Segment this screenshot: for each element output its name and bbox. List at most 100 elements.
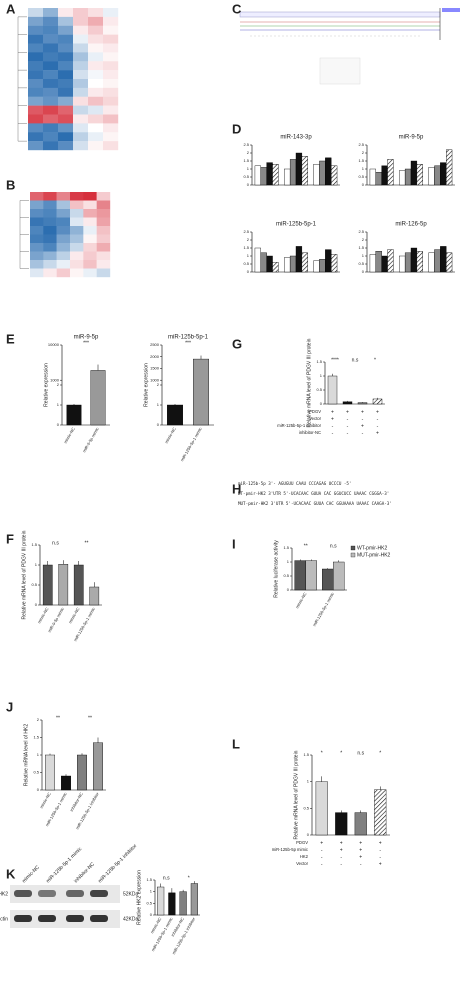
y-tick-label: 1.5 xyxy=(146,877,152,882)
bar xyxy=(333,561,345,591)
table-cell: + xyxy=(359,840,362,846)
y-tick-label: 1 xyxy=(362,166,365,171)
heatmap-cell xyxy=(73,8,89,18)
y-tick-label: 0.5 xyxy=(243,174,249,179)
bar xyxy=(92,742,103,791)
bar xyxy=(372,398,383,405)
bar xyxy=(45,754,56,791)
heatmap-cell xyxy=(88,70,104,80)
heatmap-cell xyxy=(83,251,97,261)
bar xyxy=(331,254,338,273)
bar xyxy=(305,560,317,591)
x-tick-label: miR-125b-5p-1 mimic xyxy=(179,427,202,463)
x-tick-label: mimic-NC xyxy=(164,426,177,444)
heatmap-cell xyxy=(43,268,57,278)
heatmap-cell xyxy=(56,260,71,269)
bar xyxy=(168,892,176,916)
heatmap-cell xyxy=(73,105,89,115)
sequence-line: miR-125b-5p 3'- AGUGUU CAAU CCCAGAG UCCC… xyxy=(238,481,351,486)
heatmap-cell xyxy=(30,192,44,201)
y-tick-label: 1.5 xyxy=(243,245,249,250)
table-cell: + xyxy=(331,409,334,415)
legend-swatch xyxy=(350,552,356,558)
heatmap-cell xyxy=(43,234,57,244)
heatmap-cell xyxy=(70,243,84,252)
heatmap-cell xyxy=(88,52,104,62)
heatmap-cell xyxy=(43,25,59,35)
y-tick-label: 1 xyxy=(247,253,250,258)
heatmap-cell xyxy=(43,61,59,71)
heatmap-cell xyxy=(88,132,104,142)
y-tick-label: 1000 xyxy=(50,377,60,382)
heatmap-cell xyxy=(58,25,74,35)
heatmap-cell xyxy=(28,8,44,18)
panel-letter: A xyxy=(6,1,16,16)
legend-label: WT-pmir-HK2 xyxy=(357,545,387,551)
y-tick-label: 2 xyxy=(362,150,365,155)
table-cell: + xyxy=(361,423,364,429)
table-cell: - xyxy=(347,416,349,422)
y-tick-label: 0.5 xyxy=(283,573,289,578)
y-axis-label: Relative luciferase activity xyxy=(273,540,279,598)
y-tick-label: 1.5 xyxy=(303,752,309,757)
table-cell: + xyxy=(340,840,343,846)
heatmap-cell xyxy=(73,70,89,80)
heatmap-cell xyxy=(43,105,59,115)
significance-label: n.s xyxy=(357,750,364,756)
y-tick-label: 1.5 xyxy=(243,158,249,163)
bar xyxy=(301,252,308,273)
y-tick-label: 1.5 xyxy=(358,245,364,250)
heatmap-cell xyxy=(73,25,89,35)
heatmap-cell xyxy=(43,260,57,269)
heatmap-cell xyxy=(73,96,89,106)
panel-letter: H xyxy=(232,481,241,496)
x-tick-label: inhibitor-NC xyxy=(69,791,84,812)
x-tick-label: miR-9-5p mimic xyxy=(47,607,65,634)
table-row-label: PDGV xyxy=(309,409,321,414)
bar xyxy=(315,781,328,836)
y-tick-label: 1 xyxy=(307,779,310,784)
table-cell: + xyxy=(359,847,362,853)
heatmap-cell xyxy=(103,61,119,71)
y-axis-label: Relative mRNA level of HK2 xyxy=(23,724,29,786)
bar xyxy=(404,168,412,186)
y-tick-label: 2500 xyxy=(150,342,160,347)
heatmap-cell xyxy=(73,132,89,142)
bar xyxy=(295,246,303,273)
lane-label: inhibitor-NC xyxy=(73,861,96,884)
legend-label: MUT-pmir-HK2 xyxy=(357,552,391,558)
table-cell: + xyxy=(346,409,349,415)
bar xyxy=(272,163,279,186)
heatmap-cell xyxy=(43,192,57,201)
bar xyxy=(272,262,279,273)
heatmap-cell xyxy=(30,200,44,210)
bar xyxy=(357,402,368,405)
y-tick-label: 1 xyxy=(320,373,323,378)
chart-title: miR-9-5p xyxy=(399,135,424,141)
heatmap-cell xyxy=(43,87,59,97)
heatmap-cell xyxy=(96,226,111,235)
y-tick-label: 1 xyxy=(157,402,160,407)
heatmap-cell xyxy=(43,209,57,218)
panel-letter: F xyxy=(6,531,14,546)
bar xyxy=(42,564,53,606)
bar xyxy=(166,404,183,426)
lane-label: mimic-NC xyxy=(21,864,41,884)
bar xyxy=(410,160,418,186)
y-tick-label: 2 xyxy=(37,717,40,722)
bar xyxy=(313,260,320,273)
table-cell: + xyxy=(376,430,379,436)
bar xyxy=(190,883,198,916)
table-cell: + xyxy=(361,409,364,415)
table-cell: - xyxy=(347,423,349,429)
heatmap-cell xyxy=(83,209,97,218)
heatmap-cell xyxy=(88,34,104,44)
heatmap-cell xyxy=(58,34,74,44)
y-tick-label: 2 xyxy=(247,150,250,155)
chart-title: miR-126-5p xyxy=(395,222,427,228)
significance-label: ** xyxy=(304,543,308,549)
blot-row-label: HK2 xyxy=(0,891,8,897)
bar xyxy=(446,252,453,273)
table-cell: + xyxy=(340,847,343,853)
bar xyxy=(325,249,332,273)
